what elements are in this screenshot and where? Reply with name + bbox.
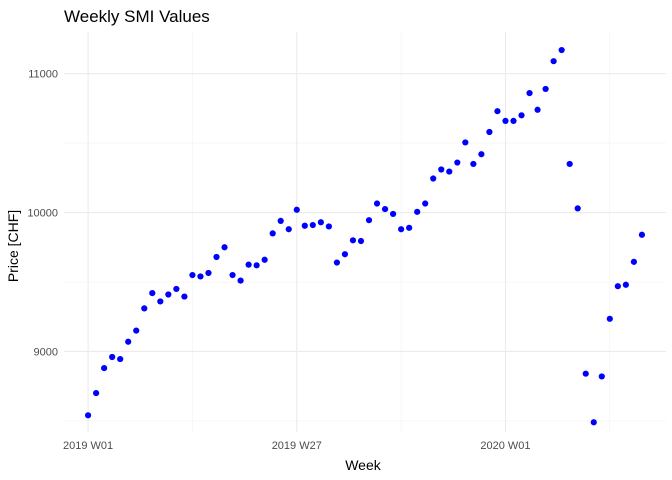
minor-gridlines [64,32,666,432]
data-point [590,419,597,426]
y-tick-label: 11000 [28,69,58,81]
data-point [526,90,533,97]
data-point [582,370,589,377]
data-point [502,117,509,124]
data-point [389,210,397,218]
y-tick-label: 10000 [27,208,58,220]
data-point [550,58,557,65]
data-point [470,160,477,168]
data-point [317,219,324,226]
data-point [325,223,332,230]
data-point [309,221,316,229]
data-point [261,256,268,263]
data-point [253,262,260,269]
data-point [534,106,541,113]
data-point [478,151,485,158]
data-point [221,244,228,251]
data-point [157,298,164,305]
data-points [84,46,646,426]
data-point [269,230,276,237]
data-point [93,390,100,397]
data-point [598,373,605,380]
data-point [373,200,381,207]
data-point [398,226,405,233]
data-point [494,108,501,115]
data-point [462,139,469,146]
data-point [518,112,525,119]
x-tick-label: 2020 W01 [480,440,530,452]
data-point [510,117,517,124]
major-gridlines [64,32,666,432]
data-point [205,269,212,277]
data-point [197,273,204,280]
data-point [430,175,437,182]
data-point [614,283,621,290]
data-point [237,277,244,284]
data-point [229,271,236,279]
data-point [149,290,156,297]
data-point [630,258,637,265]
data-point [181,293,188,300]
data-point [381,205,389,213]
data-point [277,217,284,224]
data-point [109,353,116,361]
data-point [454,159,461,166]
data-point [574,205,581,212]
data-point [357,237,365,245]
data-point [422,200,429,207]
data-point [245,261,252,268]
data-point [293,206,300,213]
data-point [189,271,196,279]
data-point [622,281,629,288]
y-tick-label: 9000 [34,346,58,358]
data-point [638,231,646,238]
data-point [117,355,124,363]
data-point [101,365,108,372]
data-point [341,251,349,258]
data-point [406,224,413,231]
x-tick-label: 2019 W27 [272,440,322,452]
data-point [542,85,549,93]
x-axis-title: Week [345,457,382,473]
data-point [414,208,421,215]
data-point [125,338,132,345]
data-point [486,128,493,136]
data-point [438,166,445,173]
data-point [349,237,357,244]
data-point [446,168,453,175]
data-point [133,327,140,334]
data-point [165,291,172,298]
data-point [365,217,373,224]
y-axis-tick-labels: 9000 10000 11000 [27,69,58,359]
data-point [84,412,92,419]
chart-title: Weekly SMI Values [64,7,210,26]
data-point [173,285,180,293]
x-axis-tick-labels: 2019 W01 2019 W27 2020 W01 [63,440,531,452]
data-point [213,253,220,261]
x-tick-label: 2019 W01 [63,440,113,452]
data-point [141,305,148,312]
data-point [333,259,341,266]
data-point [301,222,308,229]
data-point [558,46,565,54]
data-point [566,160,573,168]
data-point [606,315,613,322]
y-axis-title: Price [CHF] [5,210,21,282]
data-point [285,226,292,233]
